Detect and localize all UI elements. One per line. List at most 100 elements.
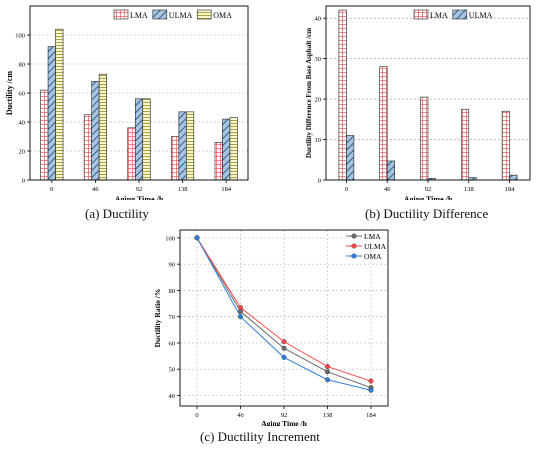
chart-a-bar-ulma (134, 98, 144, 181)
chart-a-xlabel: Aging Time /h (115, 195, 164, 200)
chart-a-bar-lma (171, 136, 180, 181)
chart-a-xtick-label: 184 (221, 186, 232, 193)
chart-b-xtick-label: 184 (505, 186, 515, 193)
chart-c-plot-frame (179, 229, 389, 407)
chart-c-legend-marker-oma (351, 253, 357, 259)
chart-b-legend-label-ulma: ULMA (469, 11, 493, 20)
chart-a-bar-lma (127, 127, 136, 181)
chart-b-ylabel: Ductility Difference From Base Asphalt /… (305, 28, 313, 158)
chart-a-ylabel: Ductility /cm (5, 71, 14, 116)
chart-c-xlabel: Aging Time /h (261, 419, 307, 426)
chart-c-legend-label-oma: OMA (364, 252, 382, 261)
chart-c-point-ulma (368, 378, 374, 384)
chart-b-xtick-label: 46 (384, 186, 391, 193)
chart-c-ytick-label: 60 (169, 340, 176, 347)
chart-c-legend-label-ulma: ULMA (364, 242, 387, 251)
chart-a-bar-ulma (47, 46, 56, 181)
chart-b-legend-swatch-lma (413, 9, 429, 20)
chart-c-xtick-label: 184 (366, 412, 377, 419)
chart-a-ytick-label: 40 (19, 120, 26, 127)
chart-a-legend-swatch-lma (113, 9, 129, 20)
chart-c-xtick-label: 0 (195, 412, 198, 419)
chart-a-bar-ulma (91, 81, 100, 181)
chart-a-bar-ulma (178, 111, 187, 181)
chart-a-legend-label-oma: OMA (213, 11, 232, 20)
chart-c-ytick-label: 70 (169, 314, 176, 321)
chart-b-bar-ulma (509, 174, 518, 181)
chart-b-plot-frame (325, 5, 531, 181)
chart-b-legend-label-lma: LMA (430, 11, 448, 20)
chart-b-legend-swatch-ulma (452, 9, 468, 20)
panel-c: 40 50 60 70 80 90 100 0 46 92 138 184 Aging Time /h D… (150, 226, 400, 428)
chart-b-xlabel: Aging Time /h (404, 195, 453, 200)
chart-c-legend-label-lma: LMA (364, 232, 381, 241)
chart-b-xtick-label: 92 (425, 186, 432, 193)
chart-c-ytick-label: 90 (169, 262, 176, 269)
chart-a-ytick-label: 80 (19, 62, 26, 69)
chart-c-ytick-label: 100 (165, 235, 175, 242)
chart-b-bar-lma (461, 108, 470, 181)
chart-c-point-oma (368, 387, 374, 393)
panel-a: 0 20 40 60 80 100 0 46 92 138 184 Aging Time /h Duct… (0, 0, 280, 204)
chart-a-legend-swatch-ulma (152, 9, 168, 20)
caption-b: (b) Ductility Difference (365, 206, 489, 221)
chart-c-xtick-label: 46 (237, 412, 244, 419)
chart-a-ytick-label: 60 (19, 91, 26, 98)
chart-a-ytick-label: 0 (22, 178, 25, 185)
chart-a-bar-lma (83, 114, 92, 181)
chart-a-xtick-label: 92 (136, 186, 143, 193)
chart-b-ytick-label: 20 (315, 97, 322, 104)
chart-a-legend-swatch-oma (196, 9, 212, 20)
chart-a-ductility: 0 20 40 60 80 100 0 46 92 138 184 Aging Time /h Duct… (5, 5, 249, 204)
chart-b-xtick-label: 138 (464, 186, 474, 193)
chart-c-point-ulma (238, 304, 244, 310)
chart-b-xtick-label: 0 (345, 186, 348, 193)
chart-c-ytick-label: 40 (169, 393, 176, 400)
chart-a-ytick-label: 20 (19, 149, 26, 156)
panel-b: 0 10 20 30 40 0 46 92 138 184 Aging Time /h Ductili… (298, 0, 550, 204)
chart-b-ductility-difference: 0 10 20 30 40 0 46 92 138 184 Aging Time /h Ductili… (305, 5, 531, 204)
chart-a-bar-lma (214, 142, 223, 181)
chart-c-point-oma (281, 354, 287, 360)
chart-c-point-ulma (324, 364, 330, 370)
chart-c-point-oma (194, 235, 200, 241)
chart-c-point-oma (324, 377, 330, 383)
chart-c-ylabel: Ductility Ratio /% (153, 289, 162, 348)
chart-c-line-lma (196, 237, 372, 389)
chart-a-xtick-label: 138 (178, 186, 188, 193)
chart-c-legend-marker-lma (351, 233, 357, 239)
chart-c-ductility-increment: 40 50 60 70 80 90 100 0 46 92 138 184 Aging Time /h D… (153, 229, 389, 428)
chart-c-point-lma (281, 345, 287, 351)
chart-c-ytick-label: 50 (169, 367, 176, 374)
caption-c: (c) Ductility Increment (200, 429, 320, 444)
chart-a-bar-lma (40, 89, 49, 181)
chart-a-plot-frame (29, 5, 249, 181)
chart-a-bar-oma (142, 98, 151, 181)
chart-b-ytick-label: 0 (318, 178, 321, 185)
chart-c-legend-marker-ulma (351, 243, 357, 249)
chart-a-bar-oma (186, 111, 195, 181)
chart-a-legend-label-lma: LMA (130, 11, 148, 20)
chart-b-ytick-label: 30 (315, 56, 322, 63)
chart-a-ytick-label: 100 (15, 33, 25, 40)
chart-a-legend-label-ulma: ULMA (169, 11, 193, 20)
chart-c-point-oma (238, 314, 244, 320)
chart-b-bar-ulma (346, 135, 355, 181)
chart-c-point-ulma (281, 339, 287, 345)
caption-a: (a) Ductility (85, 206, 149, 221)
chart-b-ytick-label: 10 (315, 137, 322, 144)
chart-a-bar-oma (229, 117, 238, 181)
chart-a-xtick-label: 46 (92, 186, 99, 193)
chart-c-point-lma (324, 369, 330, 375)
chart-b-bar-ulma (386, 160, 395, 181)
chart-a-bar-oma (55, 28, 64, 181)
chart-b-bar-lma (420, 96, 429, 181)
chart-a-bar-oma (98, 73, 107, 181)
chart-c-xtick-label: 138 (323, 412, 333, 419)
chart-b-bar-lma (338, 9, 347, 181)
chart-b-bar-lma (379, 66, 388, 181)
chart-b-bar-lma (501, 110, 510, 181)
chart-a-bar-ulma (222, 118, 231, 181)
chart-b-ytick-label: 40 (315, 16, 322, 23)
chart-c-ytick-label: 80 (169, 288, 176, 295)
